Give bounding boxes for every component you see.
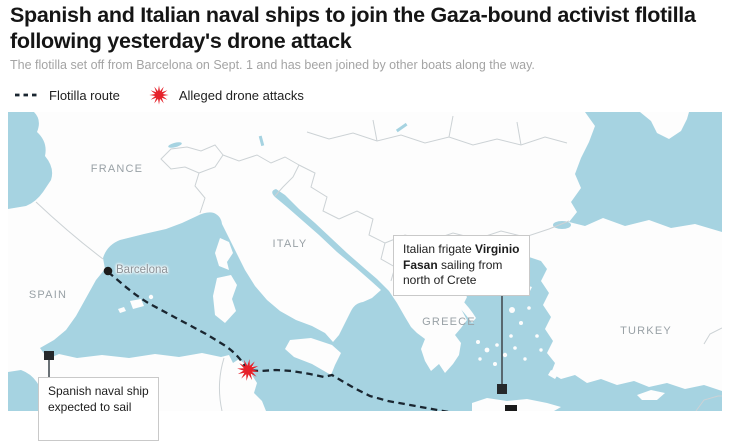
- rhodes: [548, 370, 559, 379]
- euboea: [456, 298, 476, 323]
- spanish-ship-annotation: Spanish naval ship expected to sail: [38, 377, 159, 441]
- sea-black-sea: [569, 112, 722, 232]
- ibiza: [118, 307, 126, 313]
- sicily: [285, 338, 341, 375]
- city-label-barcelona: Barcelona: [116, 264, 168, 276]
- sardinia: [213, 275, 237, 323]
- islands: [118, 238, 665, 411]
- sea-bay-of-biscay: [8, 112, 53, 209]
- lakes: [168, 122, 408, 148]
- legend-attacks-label: Alleged drone attacks: [178, 87, 304, 103]
- country-label-italy: ITALY: [272, 238, 308, 250]
- legend: Flotilla route Alleged drone attacks: [14, 84, 304, 106]
- legend-route-label: Flotilla route: [49, 87, 120, 103]
- spanish-ship-marker: [44, 351, 54, 360]
- page-title: Spanish and Italian naval ships to join …: [10, 3, 696, 54]
- dashed-route-icon: [15, 93, 40, 97]
- drone-attack-starburst: [237, 359, 259, 381]
- barcelona-dot: [103, 266, 113, 276]
- legend-item-route: Flotilla route: [14, 88, 120, 103]
- flotilla-route-path: [107, 271, 450, 411]
- country-label-france: FRANCE: [90, 163, 144, 175]
- map-canvas: FRANCE SPAIN ITALY GREECE TURKEY Barcelo…: [8, 112, 722, 441]
- drone-attack-starburst-icon: [149, 85, 169, 105]
- crete-ship-marker: [505, 405, 517, 411]
- country-label-greece: GREECE: [422, 316, 476, 328]
- corsica: [215, 238, 233, 270]
- page-subtitle: The flotilla set off from Barcelona on S…: [10, 58, 535, 72]
- italian-frigate-annotation: Italian frigate Virginio Fasan sailing f…: [393, 235, 530, 296]
- mediterranean-map: [8, 112, 722, 411]
- cyprus: [637, 390, 665, 400]
- italian-frigate-marker: [497, 384, 507, 394]
- sea-of-marmara: [553, 221, 571, 229]
- country-label-spain: SPAIN: [28, 289, 68, 301]
- mallorca: [130, 299, 144, 309]
- menorca: [148, 294, 154, 300]
- sea-atlantic: [8, 370, 42, 411]
- sea-mediterranean: [40, 189, 722, 411]
- chios: [509, 307, 515, 313]
- crimea-peninsula: [640, 112, 689, 139]
- crete: [472, 398, 561, 411]
- country-label-turkey: TURKEY: [620, 325, 672, 337]
- legend-item-attacks: Alleged drone attacks: [148, 84, 304, 106]
